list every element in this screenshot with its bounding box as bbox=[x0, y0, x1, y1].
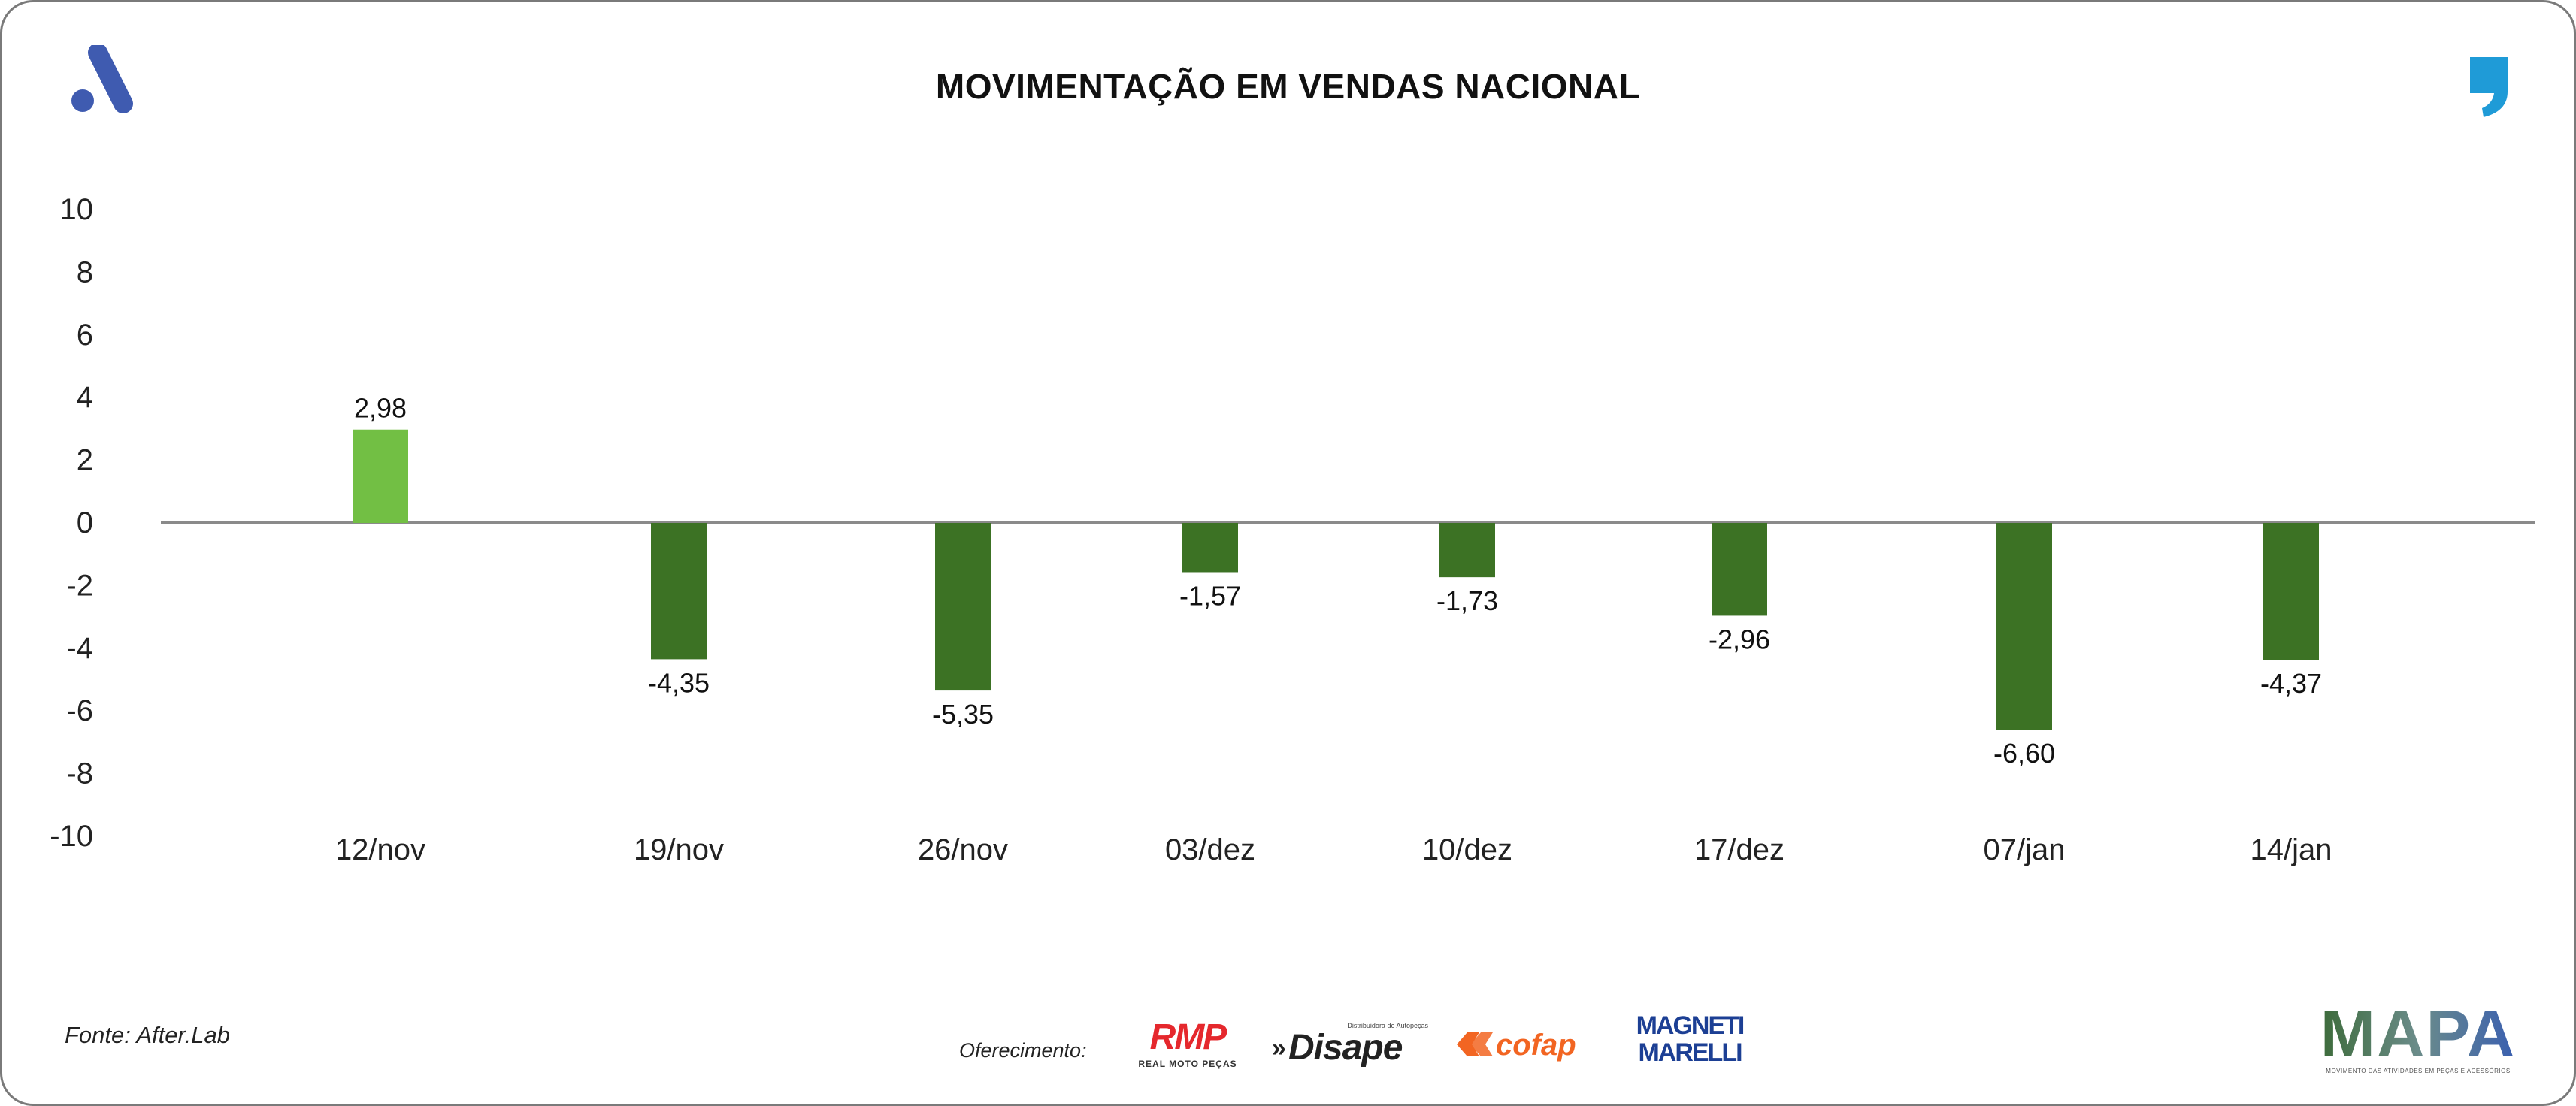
x-tick-label: 12/nov bbox=[335, 833, 425, 866]
brand-a-logo-icon bbox=[71, 45, 133, 113]
svg-text:»: » bbox=[1272, 1034, 1286, 1062]
x-tick-label: 10/dez bbox=[1422, 833, 1512, 866]
data-label: 2,98 bbox=[354, 393, 407, 424]
x-tick-label: 19/nov bbox=[634, 833, 724, 866]
svg-text:MAPA: MAPA bbox=[2320, 999, 2517, 1071]
data-label: -5,35 bbox=[932, 699, 994, 730]
y-tick-label: 2 bbox=[77, 444, 93, 477]
x-tick-label: 17/dez bbox=[1694, 833, 1784, 866]
data-label: -4,37 bbox=[2260, 668, 2322, 699]
svg-text:Distribuidora de Autopeças: Distribuidora de Autopeças bbox=[1347, 1022, 1428, 1029]
disape-logo: » Disape Distribuidora de Autopeças bbox=[1272, 1022, 1428, 1068]
svg-text:MAGNETI: MAGNETI bbox=[1636, 1011, 1744, 1040]
data-label: -1,57 bbox=[1179, 580, 1241, 611]
svg-text:RMP: RMP bbox=[1150, 1017, 1228, 1057]
bar bbox=[935, 523, 991, 691]
y-tick-label: 8 bbox=[77, 255, 93, 289]
data-label: -4,35 bbox=[648, 667, 710, 698]
bar-chart: 10 8 6 4 2 0 -2 -4 -6 -8 -10 2,98 12/nov -4,35 19/nov -… bbox=[50, 193, 2535, 866]
svg-text:MOVIMENTO DAS ATIVIDADES EM PE: MOVIMENTO DAS ATIVIDADES EM PEÇAS E ACES… bbox=[2326, 1068, 2510, 1074]
data-label: -6,60 bbox=[1993, 738, 2055, 769]
bar bbox=[353, 429, 408, 523]
y-tick-label: 0 bbox=[77, 506, 93, 539]
svg-text:Disape: Disape bbox=[1288, 1028, 1403, 1068]
bar bbox=[651, 523, 707, 660]
bar bbox=[2263, 523, 2319, 660]
quote-mark-icon bbox=[2470, 57, 2508, 117]
sponsor-label: Oferecimento: bbox=[959, 1039, 1087, 1062]
y-tick-label: -6 bbox=[66, 694, 93, 727]
y-tick-label: 4 bbox=[77, 381, 93, 414]
magneti-marelli-logo: MAGNETI MARELLI bbox=[1636, 1011, 1745, 1067]
bar bbox=[1712, 523, 1767, 616]
source-note: Fonte: After.Lab bbox=[65, 1022, 230, 1048]
mapa-logo: MAPA MOVIMENTO DAS ATIVIDADES EM PEÇAS E… bbox=[2320, 999, 2517, 1074]
bar bbox=[1439, 523, 1495, 578]
y-tick-label: -10 bbox=[50, 820, 93, 853]
x-tick-label: 26/nov bbox=[918, 833, 1008, 866]
y-tick-label: -2 bbox=[66, 569, 93, 602]
y-tick-label: 6 bbox=[77, 319, 93, 352]
data-label: -1,73 bbox=[1436, 585, 1498, 616]
y-tick-label: 10 bbox=[60, 193, 94, 226]
rmp-logo: RMP REAL MOTO PEÇAS bbox=[1125, 1017, 1251, 1069]
chart-title: MOVIMENTAÇÃO EM VENDAS NACIONAL bbox=[935, 67, 1641, 106]
svg-text:REAL MOTO PEÇAS: REAL MOTO PEÇAS bbox=[1138, 1059, 1237, 1069]
x-tick-label: 14/jan bbox=[2251, 833, 2332, 866]
x-tick-label: 03/dez bbox=[1165, 833, 1255, 866]
x-tick-label: 07/jan bbox=[1984, 833, 2066, 866]
bar bbox=[1182, 523, 1238, 573]
y-tick-label: -4 bbox=[66, 632, 93, 665]
y-tick-label: -8 bbox=[66, 757, 93, 790]
svg-text:cofap: cofap bbox=[1496, 1029, 1576, 1062]
svg-text:MARELLI: MARELLI bbox=[1638, 1038, 1742, 1067]
cofap-logo: cofap bbox=[1457, 1029, 1576, 1062]
data-label: -2,96 bbox=[1709, 624, 1770, 654]
bar bbox=[1996, 523, 2052, 730]
